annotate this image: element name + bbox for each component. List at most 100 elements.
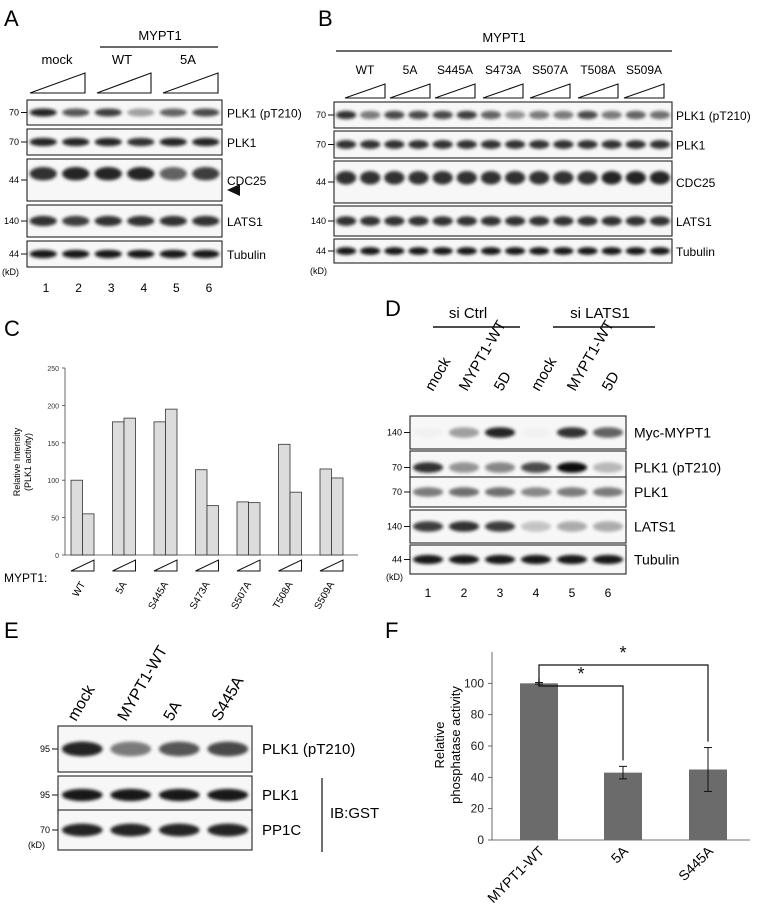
blot-band	[158, 823, 200, 837]
marker-kd-label: 70	[392, 487, 402, 497]
blot-band	[601, 171, 622, 185]
blot-band	[577, 140, 598, 149]
chart-f-ylabel-line1: Relative	[432, 722, 447, 769]
blot-band	[592, 427, 624, 438]
column-label-5a: 5A	[161, 698, 186, 724]
y-tick-label: 40	[471, 770, 485, 784]
blot-band	[577, 110, 598, 120]
x-category-label-s473a: S473A	[188, 580, 213, 612]
blot-label-plk1-pt210: PLK1 (pT210)	[262, 741, 355, 758]
blot-band	[484, 554, 516, 565]
column-label-s473a: S473A	[485, 63, 521, 77]
x-category-label-s509a: S509A	[313, 580, 338, 612]
panel-b-group-label: MYPT1	[482, 30, 525, 45]
blot-band	[504, 247, 526, 255]
marker-kd-label: 70	[9, 108, 19, 118]
blot-band	[62, 249, 90, 259]
blot-band	[192, 108, 220, 117]
column-label-5d: 5D	[599, 369, 623, 394]
blot-band	[601, 216, 622, 226]
marker-kd-label: 70	[316, 110, 326, 120]
blot-band	[448, 487, 480, 497]
lane-number: 5	[173, 281, 180, 295]
blot-band	[448, 554, 480, 565]
blot-band	[432, 216, 453, 226]
dose-triangle	[482, 83, 524, 99]
blot-band	[521, 427, 551, 438]
x-category-label-s445a: S445A	[675, 842, 717, 884]
panel-a-col-wt: WT	[112, 52, 132, 67]
blot-band	[62, 215, 90, 227]
blot-band	[110, 823, 152, 837]
panel-d-unit: (kD)	[386, 572, 403, 582]
blot-band	[556, 462, 588, 473]
blot-band	[456, 216, 477, 226]
blot-band	[192, 215, 220, 227]
panel-letter-b: B	[318, 6, 333, 31]
blot-band	[448, 427, 480, 438]
blot-strip-tubulin	[26, 240, 223, 268]
blot-band	[625, 140, 646, 149]
panel-a: MYPT1 mock WT 5A PLK1 (pT210) 70 PLK1 70 CDC…	[2, 28, 302, 295]
blot-band	[484, 521, 516, 532]
y-tick-label: 60	[471, 739, 485, 753]
significance-bracket	[538, 664, 709, 742]
blot-band	[384, 140, 405, 149]
chart-c-x-prefix: MYPT1:	[4, 571, 47, 585]
blot-band	[649, 110, 671, 120]
blot-label-plk1: PLK1	[634, 484, 668, 500]
blot-band	[484, 462, 516, 473]
x-category-label-mypt1-wt: MYPT1-WT	[484, 842, 547, 905]
x-category-label-5a: 5A	[114, 580, 130, 596]
blot-band	[192, 249, 220, 259]
blot-band	[192, 137, 220, 147]
blot-label-plk1-pt210: PLK1 (pT210)	[227, 107, 302, 121]
blot-strip-plk1	[26, 128, 223, 156]
bar-s445a-2	[165, 408, 178, 556]
blot-label-cdc25: CDC25	[676, 176, 716, 190]
bar-t508a-1	[278, 443, 291, 556]
marker-kd-label: 140	[387, 428, 402, 438]
marker-kd-label: 140	[387, 522, 402, 532]
blot-band	[94, 215, 122, 227]
panel-e-blots: PLK1 (pT210) 95 PLK1 95 PP1C 70	[40, 725, 355, 851]
blot-band	[456, 140, 477, 149]
column-label-mock: mock	[65, 682, 99, 724]
blot-band	[556, 487, 588, 497]
blot-band	[553, 247, 574, 255]
panel-a-unit: (kD)	[2, 267, 19, 277]
blot-band	[553, 216, 574, 226]
arrowhead-icon	[227, 184, 240, 196]
y-tick-label: 100	[47, 478, 59, 485]
blot-label-lats1: LATS1	[227, 215, 263, 229]
blot-strip-lats1	[26, 204, 223, 238]
panel-b: MYPT1 WT 5A S445A S473A S507A T508A S509A PLK1…	[310, 30, 751, 276]
blot-band	[61, 788, 103, 802]
blot-label-myc-mypt1: Myc-MYPT1	[634, 425, 711, 441]
blot-band	[413, 427, 443, 438]
panel-letter-e: E	[4, 618, 19, 643]
blot-band	[408, 171, 429, 185]
blot-band	[456, 247, 477, 255]
dose-triangle	[319, 559, 344, 572]
marker-kd-label: 140	[4, 216, 19, 226]
y-tick-label: 200	[47, 403, 59, 410]
blot-band	[529, 216, 550, 226]
blot-band	[520, 521, 552, 532]
blot-band	[553, 140, 574, 149]
blot-band	[159, 215, 187, 227]
panel-b-unit: (kD)	[310, 266, 327, 276]
blot-band	[448, 462, 480, 473]
blot-band	[412, 554, 444, 565]
marker-kd-label: 44	[392, 555, 402, 565]
blot-band	[649, 216, 671, 226]
blot-band	[158, 788, 200, 802]
bar-s507a-2	[248, 502, 261, 556]
bar-s507a-1	[236, 501, 249, 556]
blot-band	[335, 216, 357, 226]
dose-triangle	[434, 83, 476, 99]
blot-band	[192, 166, 220, 181]
blot-band	[61, 741, 103, 757]
